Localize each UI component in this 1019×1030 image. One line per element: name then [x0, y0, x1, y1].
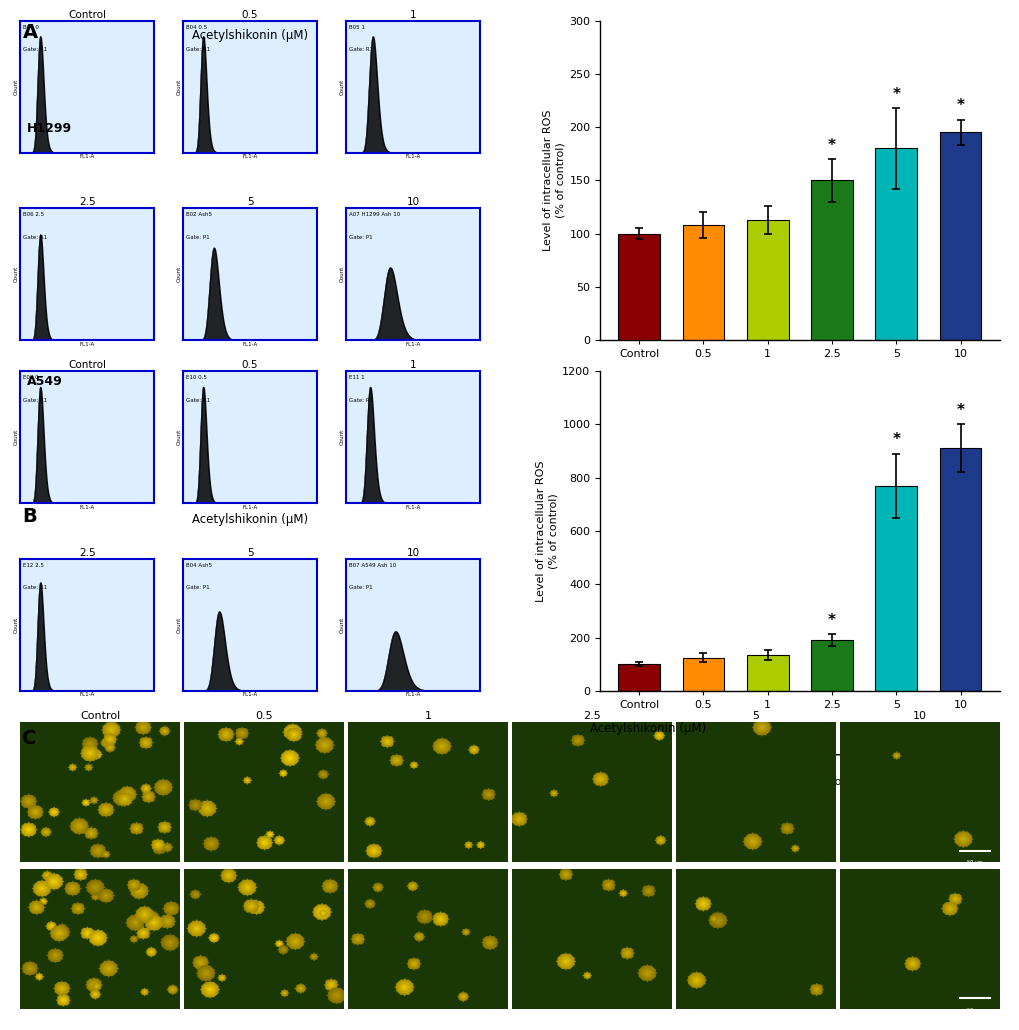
- X-axis label: FL1-A: FL1-A: [405, 154, 420, 159]
- Bar: [810, 180, 852, 340]
- Text: E11 1: E11 1: [348, 375, 364, 380]
- Y-axis label: Count: Count: [339, 430, 344, 445]
- Y-axis label: Count: Count: [176, 617, 181, 632]
- Text: Acetylshikonin (μM): Acetylshikonin (μM): [777, 426, 887, 437]
- X-axis label: FL1-A: FL1-A: [243, 342, 258, 347]
- Title: 1: 1: [424, 711, 431, 721]
- Title: Control: Control: [68, 10, 106, 20]
- Y-axis label: Count: Count: [339, 78, 344, 95]
- Title: 5: 5: [247, 198, 253, 207]
- Title: 2.5: 2.5: [583, 711, 600, 721]
- Text: *: *: [892, 433, 900, 447]
- Text: B02 Ash5: B02 Ash5: [185, 212, 212, 217]
- Text: Gate: P1: Gate: P1: [348, 235, 372, 240]
- Title: 5: 5: [752, 711, 759, 721]
- Text: E10 0.5: E10 0.5: [185, 375, 207, 380]
- X-axis label: FL1-A: FL1-A: [243, 692, 258, 697]
- Y-axis label: Count: Count: [176, 430, 181, 445]
- Title: Control: Control: [79, 711, 120, 721]
- X-axis label: FL1-A: FL1-A: [79, 154, 95, 159]
- Bar: [938, 448, 980, 691]
- Title: 10: 10: [912, 711, 926, 721]
- Text: Gate: P1: Gate: P1: [185, 585, 210, 590]
- Text: Gate: R1: Gate: R1: [185, 398, 210, 403]
- Bar: [874, 486, 916, 691]
- Text: *: *: [892, 87, 900, 102]
- Text: *: *: [956, 98, 964, 113]
- Text: Acetylshikonin (μM): Acetylshikonin (μM): [589, 722, 705, 735]
- Y-axis label: Count: Count: [14, 266, 19, 282]
- Y-axis label: Count: Count: [176, 266, 181, 282]
- Title: 2.5: 2.5: [78, 198, 96, 207]
- Text: Gate: R1: Gate: R1: [348, 398, 373, 403]
- Text: B04 0.5: B04 0.5: [185, 25, 207, 30]
- X-axis label: FL1-A: FL1-A: [79, 505, 95, 510]
- Title: 1: 1: [410, 10, 416, 20]
- Text: 50 μm: 50 μm: [966, 860, 982, 865]
- Text: Gate: R1: Gate: R1: [348, 47, 373, 53]
- Bar: [938, 133, 980, 340]
- Text: 50 μm: 50 μm: [966, 1007, 982, 1012]
- Y-axis label: Count: Count: [14, 430, 19, 445]
- Y-axis label: Count: Count: [339, 266, 344, 282]
- Text: *: *: [827, 138, 836, 152]
- X-axis label: FL1-A: FL1-A: [405, 342, 420, 347]
- Text: B: B: [22, 507, 37, 525]
- Text: Gate: P1: Gate: P1: [348, 585, 372, 590]
- Title: 1: 1: [410, 360, 416, 371]
- X-axis label: FL1-A: FL1-A: [405, 692, 420, 697]
- Bar: [810, 641, 852, 691]
- Bar: [682, 657, 723, 691]
- Text: E12 2.5: E12 2.5: [23, 562, 44, 568]
- Text: Gate: R1: Gate: R1: [23, 47, 47, 53]
- Bar: [618, 234, 659, 340]
- Text: H1299: H1299: [26, 123, 71, 135]
- Title: 0.5: 0.5: [242, 10, 258, 20]
- X-axis label: FL1-A: FL1-A: [79, 342, 95, 347]
- Text: B07 A549 Ash 10: B07 A549 Ash 10: [348, 562, 395, 568]
- Text: Gate: R1: Gate: R1: [23, 398, 47, 403]
- Title: 10: 10: [407, 198, 419, 207]
- Text: B04 Ash5: B04 Ash5: [185, 562, 212, 568]
- Text: Acetylshikonin (μM): Acetylshikonin (μM): [777, 777, 887, 787]
- Title: 5: 5: [247, 548, 253, 558]
- Text: *: *: [956, 403, 964, 418]
- X-axis label: FL1-A: FL1-A: [243, 505, 258, 510]
- Text: B05 1: B05 1: [348, 25, 365, 30]
- Text: Gate: R1: Gate: R1: [185, 47, 210, 53]
- Y-axis label: Level of intracellular ROS
(% of control): Level of intracellular ROS (% of control…: [543, 109, 565, 251]
- Bar: [618, 664, 659, 691]
- X-axis label: FL1-A: FL1-A: [79, 692, 95, 697]
- Y-axis label: Count: Count: [14, 78, 19, 95]
- Bar: [874, 148, 916, 340]
- Text: A07 H1299 Ash 10: A07 H1299 Ash 10: [348, 212, 399, 217]
- Text: A549: A549: [26, 375, 62, 387]
- Title: Control: Control: [68, 360, 106, 371]
- Y-axis label: Count: Count: [14, 617, 19, 632]
- Bar: [746, 219, 788, 340]
- Y-axis label: Count: Count: [176, 78, 181, 95]
- Text: Acetylshikonin (μM): Acetylshikonin (μM): [192, 513, 308, 526]
- Text: B01 0: B01 0: [23, 25, 39, 30]
- Title: 2.5: 2.5: [78, 548, 96, 558]
- X-axis label: FL1-A: FL1-A: [243, 154, 258, 159]
- Bar: [682, 226, 723, 340]
- Text: Gate: P1: Gate: P1: [185, 235, 210, 240]
- Y-axis label: Count: Count: [339, 617, 344, 632]
- Title: 0.5: 0.5: [255, 711, 272, 721]
- Text: Gate: R1: Gate: R1: [23, 585, 47, 590]
- X-axis label: FL1-A: FL1-A: [405, 505, 420, 510]
- Title: 0.5: 0.5: [242, 360, 258, 371]
- Text: Acetylshikonin (μM): Acetylshikonin (μM): [192, 29, 308, 42]
- Text: B06 2.5: B06 2.5: [23, 212, 44, 217]
- Text: E07 0: E07 0: [23, 375, 39, 380]
- Text: A: A: [22, 23, 38, 41]
- Y-axis label: Level of intracellular ROS
(% of control): Level of intracellular ROS (% of control…: [536, 460, 557, 602]
- Title: 10: 10: [407, 548, 419, 558]
- Text: Gate: R1: Gate: R1: [23, 235, 47, 240]
- Text: C: C: [22, 729, 37, 748]
- Text: *: *: [827, 613, 836, 628]
- Bar: [746, 655, 788, 691]
